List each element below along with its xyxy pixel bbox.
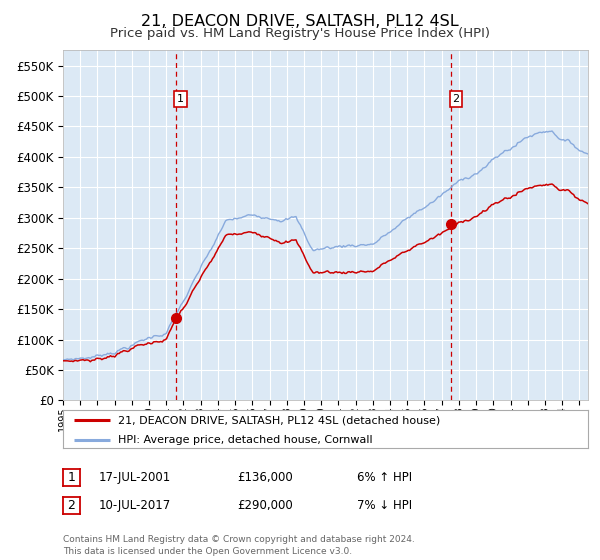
Text: 7% ↓ HPI: 7% ↓ HPI [357, 499, 412, 512]
Text: 2: 2 [452, 94, 460, 104]
Text: Price paid vs. HM Land Registry's House Price Index (HPI): Price paid vs. HM Land Registry's House … [110, 27, 490, 40]
Text: 21, DEACON DRIVE, SALTASH, PL12 4SL (detached house): 21, DEACON DRIVE, SALTASH, PL12 4SL (det… [118, 415, 440, 425]
Text: 6% ↑ HPI: 6% ↑ HPI [357, 471, 412, 484]
Text: £136,000: £136,000 [237, 471, 293, 484]
Text: 10-JUL-2017: 10-JUL-2017 [99, 499, 171, 512]
Text: 1: 1 [177, 94, 184, 104]
Text: HPI: Average price, detached house, Cornwall: HPI: Average price, detached house, Corn… [118, 435, 373, 445]
Text: 1: 1 [67, 471, 76, 484]
Text: £290,000: £290,000 [237, 499, 293, 512]
Text: 21, DEACON DRIVE, SALTASH, PL12 4SL: 21, DEACON DRIVE, SALTASH, PL12 4SL [141, 14, 459, 29]
Text: Contains HM Land Registry data © Crown copyright and database right 2024.
This d: Contains HM Land Registry data © Crown c… [63, 535, 415, 556]
Text: 2: 2 [67, 499, 76, 512]
Text: 17-JUL-2001: 17-JUL-2001 [99, 471, 171, 484]
